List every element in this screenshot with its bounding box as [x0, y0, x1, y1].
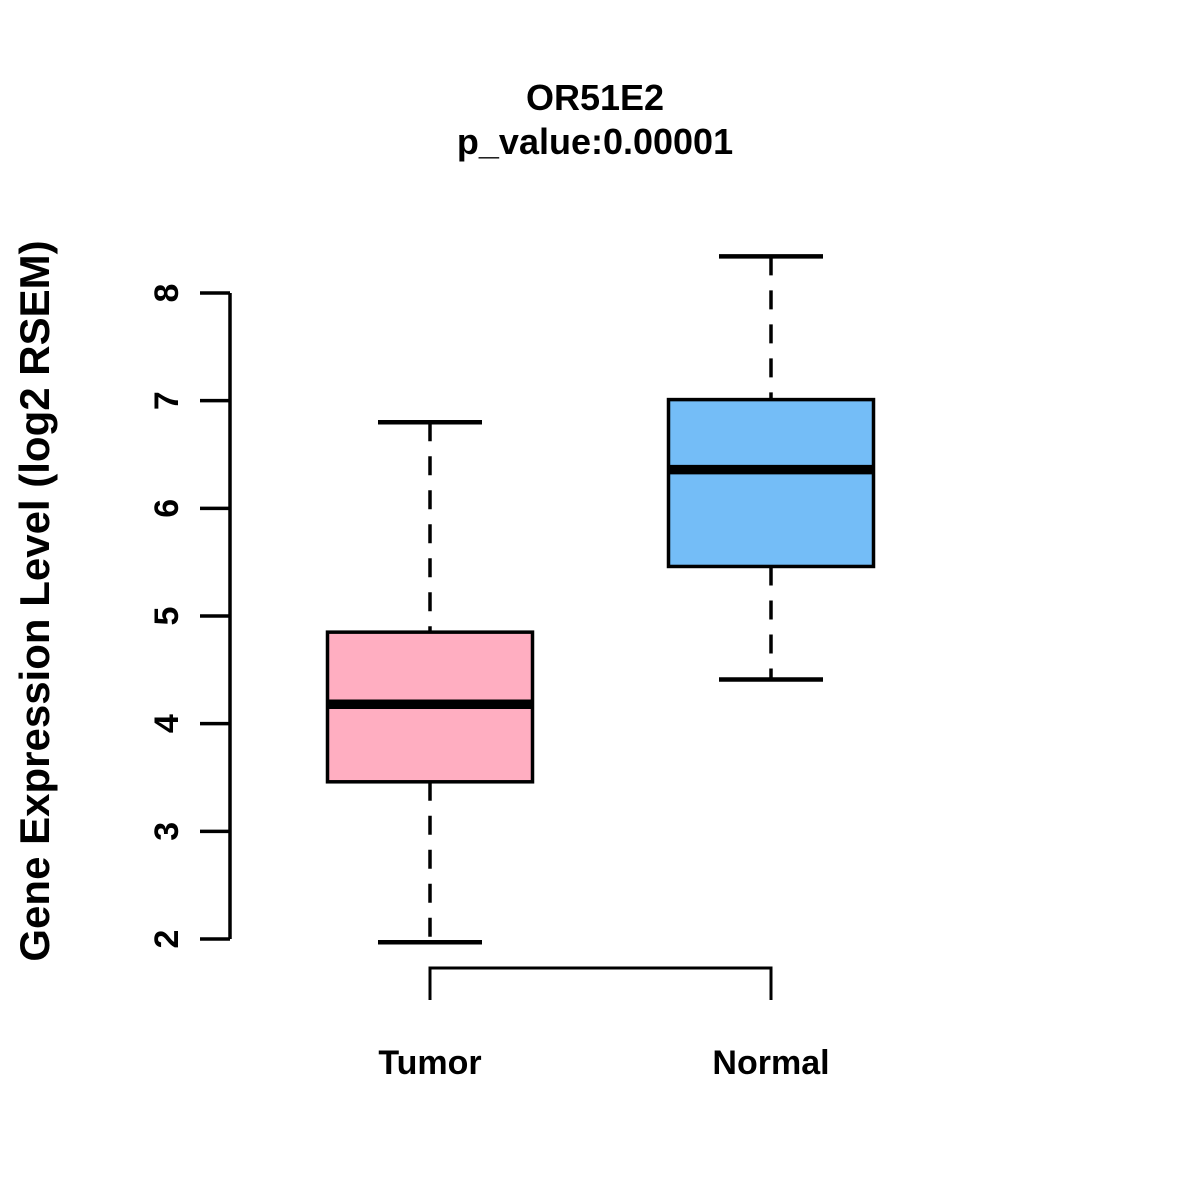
y-axis-tick-label: 2	[148, 930, 186, 949]
y-axis-tick-label: 3	[148, 822, 186, 841]
y-axis-tick-label: 6	[148, 499, 186, 518]
normal-box	[666, 397, 876, 569]
y-axis-tick-label: 4	[148, 714, 186, 733]
group-label-tumor: Tumor	[378, 1044, 482, 1082]
group-bracket	[428, 966, 773, 1000]
y-axis-tick-label: 7	[148, 391, 186, 410]
chart-subtitle-pvalue: p_value:0.00001	[456, 121, 734, 162]
y-axis-tick-label: 8	[148, 284, 186, 303]
group-label-normal: Normal	[712, 1044, 830, 1082]
y-axis-tick-label: 5	[148, 607, 186, 626]
chart-title: OR51E2	[525, 77, 665, 118]
